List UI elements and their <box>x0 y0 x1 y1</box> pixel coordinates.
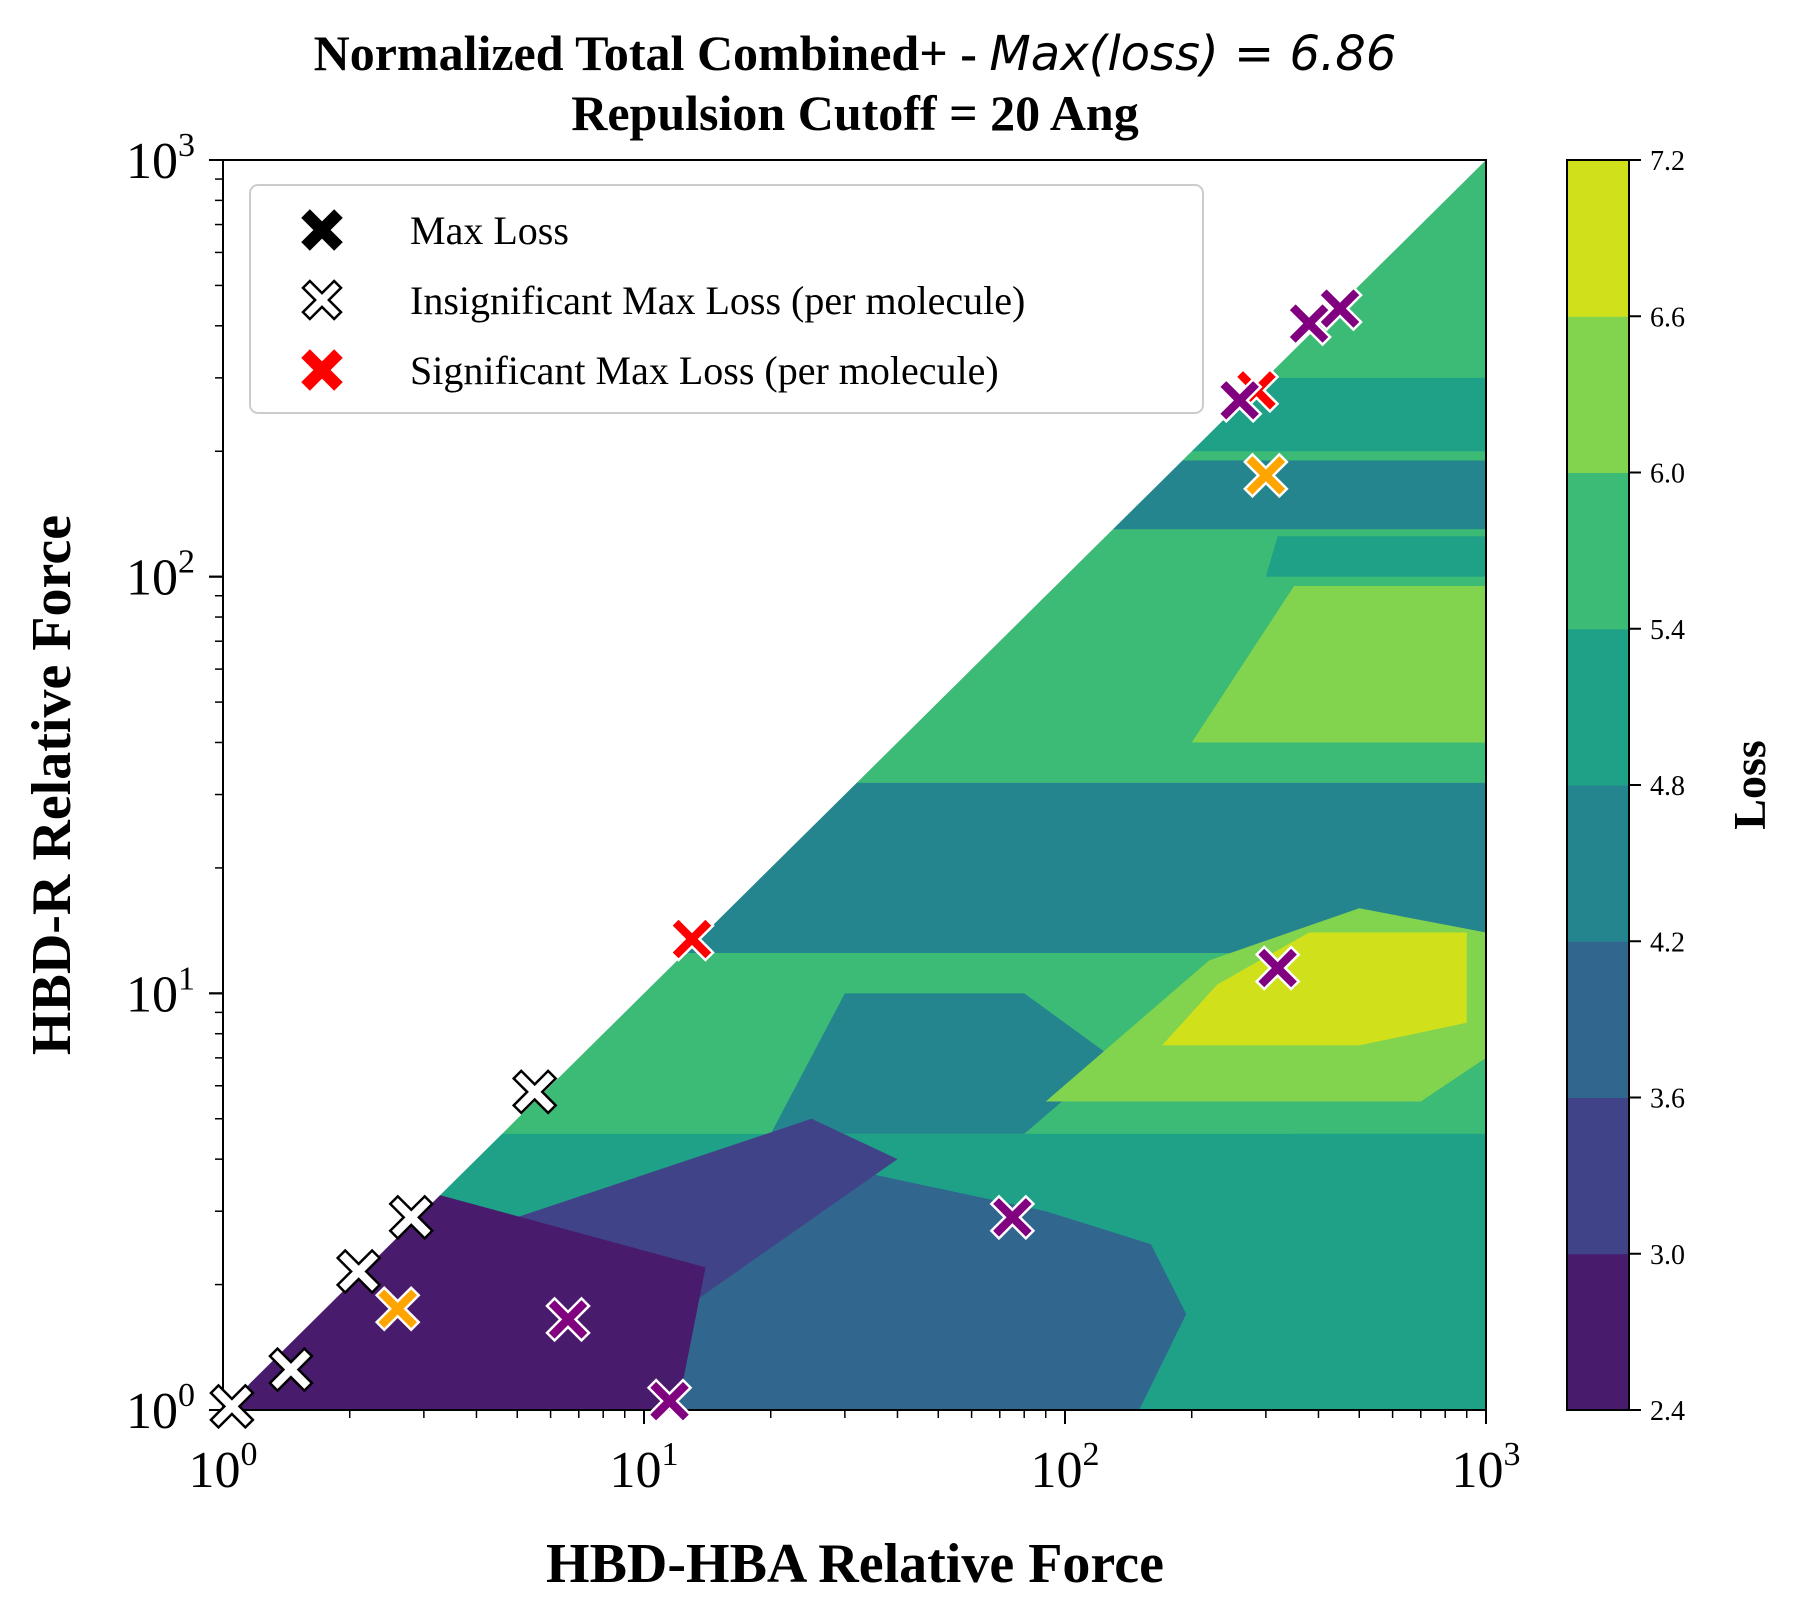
marker-red <box>669 916 715 962</box>
marker-purple <box>1254 945 1301 991</box>
marker-white <box>268 1346 314 1393</box>
colorbar-tick-label: 4.8 <box>1650 771 1685 802</box>
y-tick-exp: 3 <box>178 127 195 164</box>
x-tick-label: 103 <box>1452 1436 1521 1499</box>
colorbar-tick-label: 6.0 <box>1650 459 1685 490</box>
colorbar-band <box>1567 316 1629 473</box>
marker-purple <box>646 1378 693 1424</box>
y-tick-label: 103 <box>126 127 195 190</box>
x-tick-label: 101 <box>610 1436 679 1499</box>
colorbar-label: Loss <box>1724 740 1775 829</box>
colorbar-tick-label: 2.4 <box>1650 1396 1685 1427</box>
contour-yellow-core <box>1162 932 1467 1046</box>
x-tick-label: 100 <box>189 1436 258 1499</box>
legend-box <box>249 184 1204 414</box>
chart-subtitle: Repulsion Cutoff = 20 Ang <box>571 85 1138 141</box>
marker-orange <box>374 1285 421 1332</box>
x-tick-exp: 2 <box>1083 1436 1100 1473</box>
y-tick-label: 101 <box>126 960 195 1023</box>
x-tick-base: 10 <box>610 1442 662 1499</box>
x-tick-exp: 0 <box>241 1436 258 1473</box>
colorbar-band <box>1567 160 1629 317</box>
x-tick-base: 10 <box>1452 1442 1504 1499</box>
marker-purple <box>989 1194 1036 1241</box>
contour-band-y-12-30 <box>677 782 1486 961</box>
y-axis-label: HBD-R Relative Force <box>21 515 83 1055</box>
y-tick-label: 100 <box>126 1377 195 1440</box>
marker-purple <box>1286 300 1332 347</box>
y-tick-base: 10 <box>126 550 178 607</box>
x-tick-exp: 1 <box>662 1436 679 1473</box>
contour-band-y-130-200 <box>1112 460 1486 530</box>
y-tick-exp: 0 <box>178 1377 195 1414</box>
legend-label: Significant Max Loss (per molecule) <box>410 348 999 393</box>
plot-frame <box>222 159 1487 1411</box>
x-axis-label: HBD-HBA Relative Force <box>546 1533 1164 1595</box>
x-tick-exp: 3 <box>1504 1436 1521 1473</box>
marker-white <box>209 1383 255 1430</box>
chart-title-math: Max(loss) = 6.86 <box>989 26 1396 82</box>
marker-purple <box>545 1296 591 1343</box>
colorbar-band <box>1567 472 1629 630</box>
colorbar-band <box>1567 785 1629 942</box>
marker-layer <box>209 285 1363 1430</box>
y-tick-exp: 2 <box>178 544 195 581</box>
marker-purple <box>1317 285 1363 332</box>
contour-lower-right-green <box>1139 1133 1486 1410</box>
legend-marker-red <box>301 349 343 391</box>
colorbar-band <box>1567 1097 1629 1255</box>
colorbar-tick-label: 6.6 <box>1650 302 1685 333</box>
y-tick-base: 10 <box>126 1383 178 1440</box>
y-tick-base: 10 <box>126 133 178 190</box>
chart-title: Normalized Total Combined+ - Max(loss) =… <box>314 25 1397 82</box>
contour-band-y-30-1000 <box>223 160 1486 795</box>
colorbar-tick-label: 3.0 <box>1650 1240 1685 1271</box>
marker-white <box>511 1069 558 1115</box>
x-tick-label: 102 <box>1031 1436 1100 1499</box>
legend-label: Max Loss <box>410 208 569 253</box>
colorbar-tick-label: 3.6 <box>1650 1084 1685 1115</box>
y-tick-base: 10 <box>126 966 178 1023</box>
x-tick-base: 10 <box>189 1442 241 1499</box>
colorbar-band <box>1567 628 1629 786</box>
legend-marker-white <box>301 279 343 321</box>
legend-label: Insignificant Max Loss (per molecule) <box>410 278 1025 323</box>
marker-purple <box>1216 377 1263 424</box>
y-tick-label: 102 <box>126 544 195 607</box>
colorbar-tick-label: 5.4 <box>1650 615 1685 646</box>
y-tick-exp: 1 <box>178 960 195 997</box>
x-axis-ticks: 100 101 102 103 <box>189 1410 1521 1499</box>
colorbar-band <box>1567 1253 1629 1411</box>
colorbar-band <box>1567 941 1629 1098</box>
colorbar-tick-label: 4.2 <box>1650 927 1685 958</box>
contour-upper-right-green <box>1191 585 1486 743</box>
legend-marker-black <box>301 209 343 251</box>
colorbar: 2.4 3.0 3.6 4.2 4.8 5.4 6.0 6.6 7.2 Loss <box>1566 146 1775 1427</box>
contour-deep-purple-core <box>231 1193 706 1410</box>
legend: Max Loss Insignificant Max Loss (per mole… <box>249 184 1204 414</box>
colorbar-tick-label: 7.2 <box>1650 146 1685 177</box>
chart-title-text: Normalized Total Combined+ - <box>314 25 990 81</box>
marker-white <box>388 1194 435 1241</box>
marker-white <box>335 1248 382 1295</box>
marker-orange <box>1243 452 1289 499</box>
x-tick-base: 10 <box>1031 1442 1083 1499</box>
contour-mid-dark-teal <box>770 993 1113 1134</box>
contour-right-teal-mid <box>1265 536 1486 577</box>
